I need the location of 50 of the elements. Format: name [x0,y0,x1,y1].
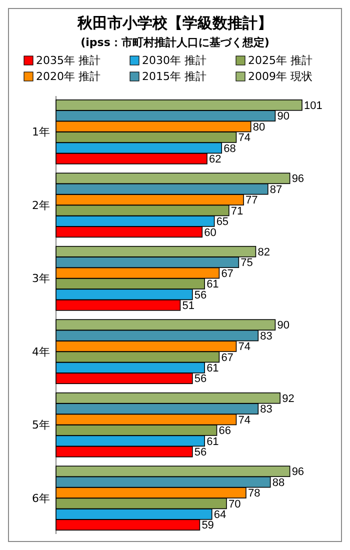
data-label: 70 [228,498,241,510]
data-label: 62 [209,154,222,166]
data-label: 96 [292,173,304,186]
data-label: 61 [206,278,219,291]
data-label: 83 [260,330,272,342]
legend-label: 2025年 推計 [248,54,312,67]
data-label: 101 [304,100,322,112]
y-tick-label: 4年 [32,345,50,358]
data-label: 56 [194,373,207,386]
data-label: 75 [240,257,253,270]
y-tick-label: 1年 [32,126,50,139]
data-label: 77 [246,194,258,207]
data-label: 74 [238,341,250,354]
data-label: 68 [224,142,236,155]
data-label: 67 [221,268,234,280]
data-label: 64 [214,509,226,522]
legend-label: 2035年 推計 [36,54,100,67]
chart-subtitle: (ipss：市町村推計人口に基づく想定) [80,36,270,49]
data-label: 60 [204,226,216,239]
data-label: 59 [202,520,214,532]
data-label: 56 [194,289,207,302]
legend-label: 2009年 現状 [248,70,312,83]
data-label: 88 [272,476,285,489]
data-label: 71 [230,205,244,218]
data-label: 87 [270,184,282,196]
data-label: 92 [282,392,294,405]
data-label: 74 [238,414,250,426]
y-tick-label: 3年 [32,272,50,286]
data-label: 90 [277,110,290,123]
y-tick-label: 5年 [32,418,50,432]
legend-label: 2015年 推計 [142,70,206,83]
chart-title: 秋田市小学校【学級数推計】 [76,14,272,32]
data-label: 78 [248,488,260,500]
data-label: 66 [218,425,231,438]
y-tick-label: 6年 [32,492,50,505]
data-label: 61 [206,362,219,375]
data-label: 65 [216,216,229,228]
data-label: 82 [258,246,270,258]
data-label: 51 [182,300,194,312]
data-label: 56 [194,446,207,458]
data-label: 61 [206,436,219,448]
data-label: 83 [260,404,272,416]
legend-label: 2020年 推計 [36,70,100,83]
data-label: 96 [292,466,304,478]
data-label: 67 [221,352,234,364]
data-label: 74 [238,132,250,144]
data-label: 80 [252,121,266,134]
y-tick-label: 2年 [32,198,50,212]
legend-label: 2030年 推計 [142,54,206,67]
data-label: 90 [277,320,290,332]
